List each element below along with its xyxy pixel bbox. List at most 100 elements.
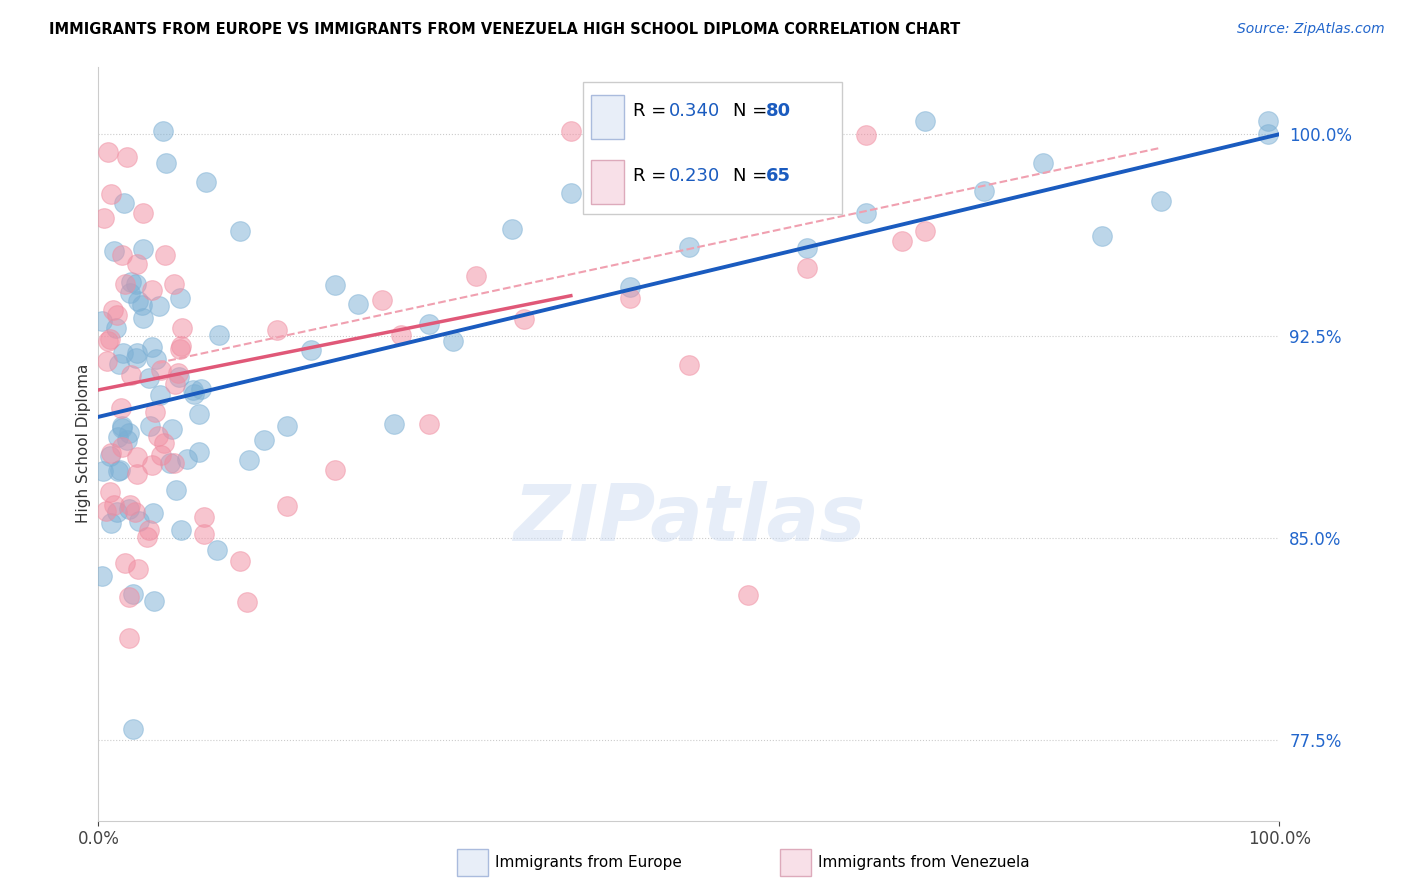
Point <box>501 222 523 236</box>
Point <box>170 339 193 353</box>
Point <box>1091 229 1114 244</box>
Point <box>796 260 818 275</box>
Text: Source: ZipAtlas.com: Source: ZipAtlas.com <box>1237 22 1385 37</box>
Point <box>121 587 143 601</box>
Point <box>100 516 122 531</box>
Point <box>190 382 212 396</box>
Point <box>205 542 228 557</box>
Point <box>132 206 155 220</box>
Point <box>117 150 139 164</box>
Point <box>276 500 298 514</box>
Point <box>187 445 209 459</box>
Point <box>127 450 149 464</box>
Point <box>91 464 114 478</box>
Point <box>104 320 127 334</box>
Point <box>169 291 191 305</box>
Point <box>91 568 114 582</box>
Text: R =: R = <box>634 102 672 120</box>
Point <box>1257 113 1279 128</box>
Point <box>165 376 187 391</box>
Point <box>1150 194 1173 208</box>
Point <box>128 514 150 528</box>
Point <box>193 526 215 541</box>
Text: 65: 65 <box>766 167 790 186</box>
Point <box>973 184 995 198</box>
Point <box>142 594 165 608</box>
Point <box>914 113 936 128</box>
Point <box>855 206 877 220</box>
Y-axis label: High School Diploma: High School Diploma <box>76 364 91 524</box>
Point <box>163 456 186 470</box>
Point <box>266 322 288 336</box>
Point <box>299 343 322 357</box>
Point <box>114 277 136 291</box>
Point <box>150 363 173 377</box>
Point <box>153 248 176 262</box>
Point <box>100 446 122 460</box>
Point <box>193 509 215 524</box>
Point <box>560 124 582 138</box>
Point <box>236 595 259 609</box>
Point <box>118 426 141 441</box>
Point <box>118 498 141 512</box>
Point <box>141 283 163 297</box>
Point <box>103 498 125 512</box>
Point <box>194 175 217 189</box>
Point <box>111 248 134 262</box>
Point <box>238 453 260 467</box>
Point <box>1032 156 1054 170</box>
Point <box>678 358 700 372</box>
Point <box>138 523 160 537</box>
Point <box>118 502 141 516</box>
Point <box>441 334 464 348</box>
Point <box>150 448 173 462</box>
Point <box>253 433 276 447</box>
Point <box>152 436 174 450</box>
Point <box>103 244 125 259</box>
Point <box>389 328 412 343</box>
Point <box>136 530 159 544</box>
Point <box>114 195 136 210</box>
Point <box>139 419 162 434</box>
Point <box>162 422 184 436</box>
Point <box>124 351 146 365</box>
Text: ZIPatlas: ZIPatlas <box>513 481 865 558</box>
Point <box>111 418 134 433</box>
Point <box>737 588 759 602</box>
Point <box>114 557 136 571</box>
Point <box>93 211 115 226</box>
Point <box>110 401 132 416</box>
Point <box>98 485 121 500</box>
Point <box>98 449 121 463</box>
Point <box>170 523 193 537</box>
Point <box>418 317 440 331</box>
Point <box>165 483 187 498</box>
Point <box>371 293 394 307</box>
Point <box>323 278 346 293</box>
Point <box>183 386 205 401</box>
Point <box>105 505 128 519</box>
Point <box>125 467 148 482</box>
Point <box>117 631 139 645</box>
Point <box>98 332 121 346</box>
Text: IMMIGRANTS FROM EUROPE VS IMMIGRANTS FROM VENEZUELA HIGH SCHOOL DIPLOMA CORRELAT: IMMIGRANTS FROM EUROPE VS IMMIGRANTS FRO… <box>49 22 960 37</box>
Text: 80: 80 <box>766 102 790 120</box>
Point <box>560 186 582 200</box>
Point <box>101 303 124 318</box>
Point <box>91 314 114 328</box>
FancyBboxPatch shape <box>582 82 842 214</box>
Text: Immigrants from Venezuela: Immigrants from Venezuela <box>818 855 1031 870</box>
FancyBboxPatch shape <box>591 95 624 138</box>
Point <box>465 268 488 283</box>
Point <box>131 298 153 312</box>
Point <box>418 417 440 431</box>
Point <box>94 504 117 518</box>
Point <box>188 407 211 421</box>
Point <box>229 224 252 238</box>
Point <box>678 240 700 254</box>
Point <box>148 299 170 313</box>
Point <box>169 342 191 356</box>
Point <box>115 433 138 447</box>
Point <box>796 241 818 255</box>
Point <box>105 308 128 322</box>
